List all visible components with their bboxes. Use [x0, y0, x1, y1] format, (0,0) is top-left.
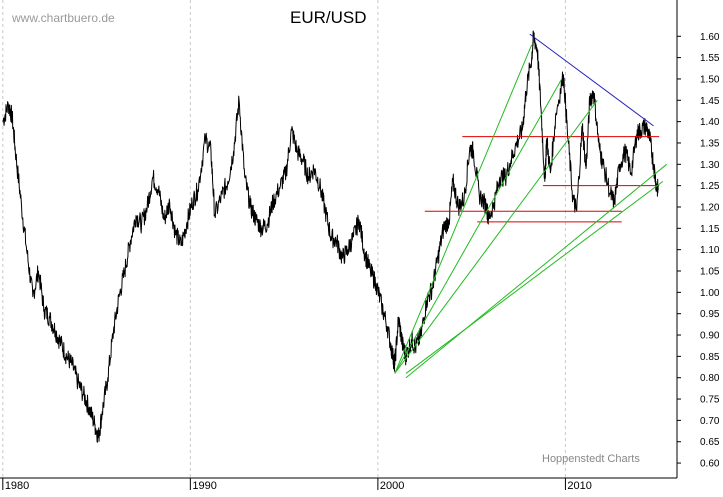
chart-title: EUR/USD [290, 8, 367, 27]
fan-trendline [394, 78, 563, 374]
y-tick-label: 1.00 [700, 288, 720, 299]
downtrend-line [529, 33, 654, 127]
grid-lines [2, 0, 566, 478]
y-tick-label: 0.85 [700, 352, 720, 363]
y-tick-label: 1.60 [700, 32, 720, 43]
y-tick-label: 1.50 [700, 74, 720, 85]
y-tick-label: 0.95 [700, 309, 720, 320]
y-tick-label: 1.05 [700, 267, 720, 278]
y-tick-label: 1.10 [700, 245, 720, 256]
credit-label: Hoppenstedt Charts [542, 453, 640, 465]
y-tick-label: 1.20 [700, 202, 720, 213]
x-tick-label: 2010 [567, 480, 591, 492]
y-tick-label: 1.35 [700, 138, 720, 149]
fan-trendline [394, 44, 533, 374]
x-tick-label: 2000 [380, 480, 404, 492]
watermark: www.chartbuero.de [11, 11, 115, 25]
y-tick-label: 1.55 [700, 53, 720, 64]
y-tick-label: 0.90 [700, 331, 720, 342]
x-axis: 1980 1990 2000 2010 [0, 477, 677, 492]
y-tick-label: 0.80 [700, 373, 720, 384]
price-line [2, 30, 659, 443]
series-layer [2, 30, 659, 443]
y-tick-label: 0.75 [700, 395, 720, 406]
y-axis: 0.60 0.65 0.70 0.75 0.80 0.85 0.90 0.95 1.00 1.05… [676, 0, 720, 478]
y-tick-label: 0.70 [700, 416, 720, 427]
annotation-layer [394, 33, 668, 379]
y-tick-label: 1.45 [700, 96, 720, 107]
x-tick-label: 1990 [192, 480, 216, 492]
y-tick-label: 1.15 [700, 224, 720, 235]
y-tick-label: 1.25 [700, 181, 720, 192]
y-tick-label: 1.30 [700, 160, 720, 171]
x-tick-label: 1980 [5, 480, 29, 492]
y-tick-label: 0.65 [700, 437, 720, 448]
y-tick-label: 1.40 [700, 117, 720, 128]
fan-trendline [394, 99, 598, 374]
fan-trendline [405, 180, 664, 374]
y-tick-label: 0.60 [700, 459, 720, 470]
fan-trendline [405, 163, 668, 379]
